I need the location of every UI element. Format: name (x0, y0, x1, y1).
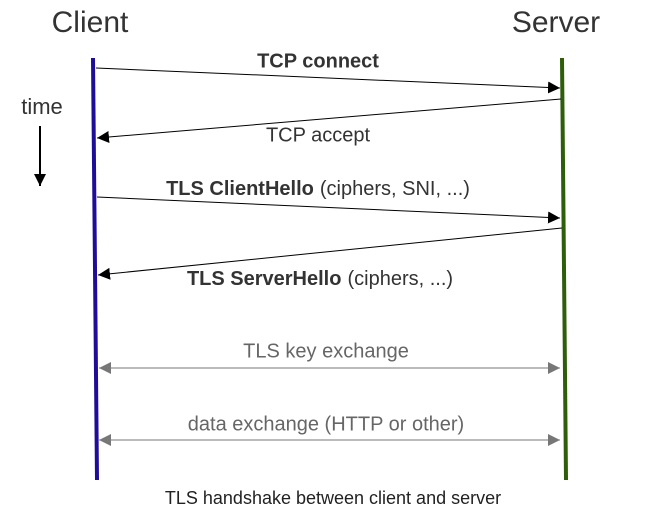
message-label: data exchange (HTTP or other) (188, 413, 464, 435)
arrow (95, 67, 561, 94)
message-detail: (ciphers, ...) (347, 268, 453, 290)
message-bold: TLS ClientHello (166, 178, 314, 200)
message-label: TLS ServerHello (ciphers, ...) (187, 268, 453, 290)
arrow (97, 227, 563, 280)
client-label: Client (52, 6, 129, 39)
arrow (96, 98, 562, 143)
message-label: TCP connect (257, 50, 379, 72)
message-label: TLS key exchange (243, 340, 409, 362)
message-label: TLS ClientHello (ciphers, SNI, ...) (166, 178, 470, 200)
arrow (96, 196, 561, 224)
message-label: TCP accept (266, 124, 371, 146)
server-label: Server (512, 6, 600, 39)
message-detail: (ciphers, SNI, ...) (320, 178, 470, 200)
time-label: time (21, 94, 63, 119)
server-lifeline (560, 57, 568, 481)
caption: TLS handshake between client and server (165, 488, 501, 508)
message-bold: TLS ServerHello (187, 268, 342, 290)
client-lifeline (91, 57, 99, 481)
